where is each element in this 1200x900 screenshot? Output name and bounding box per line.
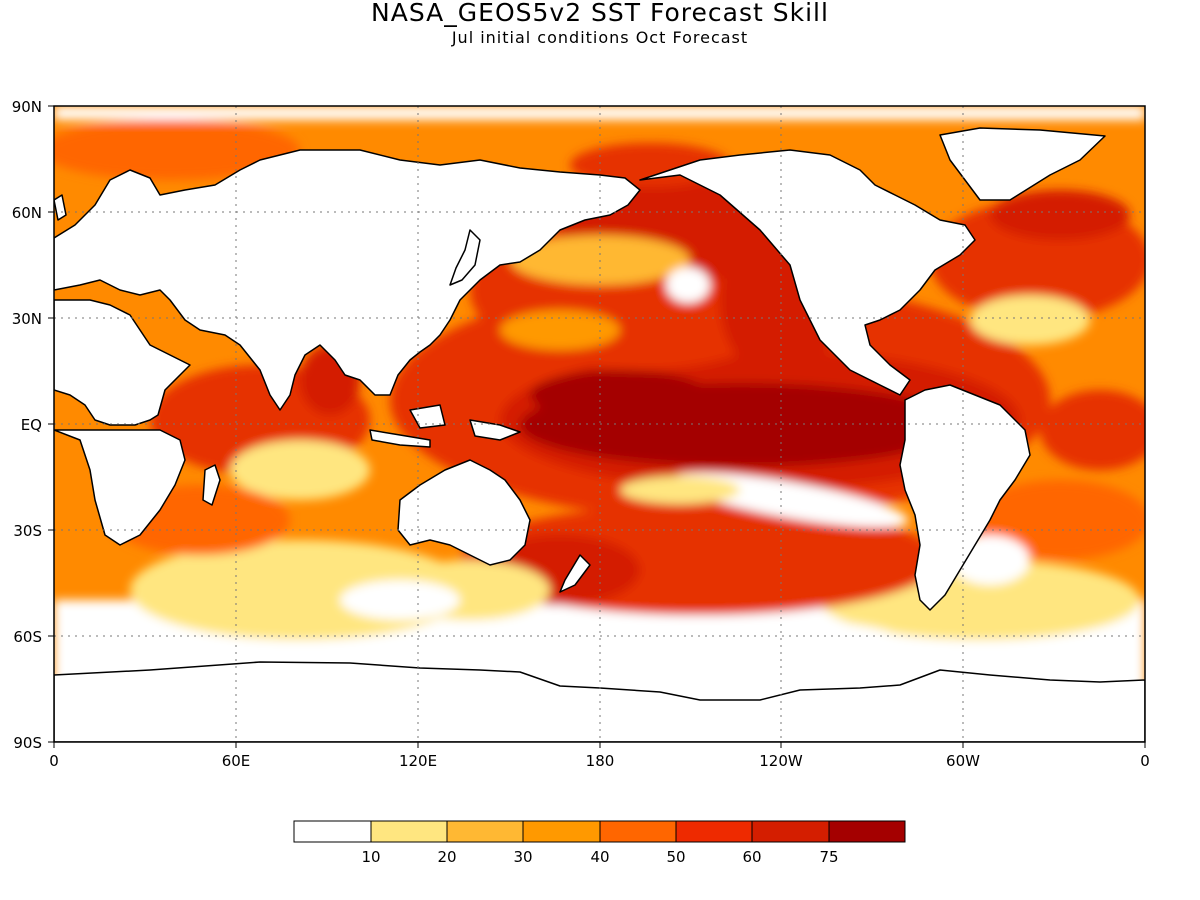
- region-patch: [530, 370, 710, 420]
- region-patch: [500, 615, 900, 665]
- legend-swatch: [293, 820, 372, 843]
- chart-subtitle: Jul initial conditions Oct Forecast: [451, 28, 749, 47]
- landmass-japan: [449, 229, 481, 286]
- landmass-south-america: [899, 384, 1031, 611]
- x-tick-label: 0: [49, 752, 59, 770]
- legend-swatch: [446, 820, 524, 843]
- x-tick-labels: 0 60E 120E 180 120W 60W 0: [49, 752, 1150, 770]
- landmass-eurasia: [54, 149, 641, 411]
- x-tick-label: 60E: [222, 752, 251, 770]
- legend-label: 10: [361, 848, 380, 866]
- x-ticks: [53, 742, 1146, 748]
- legend-swatch: [370, 820, 448, 843]
- legend-label: 60: [742, 848, 761, 866]
- legend-label: 40: [590, 848, 609, 866]
- landmass-australia: [397, 459, 531, 566]
- legend-label: 30: [513, 848, 532, 866]
- chart-title: NASA_GEOS5v2 SST Forecast Skill: [371, 0, 829, 27]
- legend-label: 75: [819, 848, 838, 866]
- y-ticks: [48, 105, 54, 743]
- x-tick-label: 60W: [946, 752, 980, 770]
- region-patch: [230, 440, 370, 500]
- y-tick-label: 30N: [12, 310, 42, 328]
- legend-label: 50: [666, 848, 685, 866]
- y-tick-label: 90N: [12, 98, 42, 116]
- color-legend: [293, 820, 906, 843]
- region-patch: [990, 190, 1130, 240]
- grid-lines: [54, 106, 1145, 742]
- region-patch: [54, 120, 300, 180]
- x-tick-label: 180: [586, 752, 615, 770]
- y-tick-label: 60N: [12, 204, 42, 222]
- legend-swatch: [828, 820, 906, 843]
- legend-swatch: [522, 820, 601, 843]
- legend-swatch: [599, 820, 677, 843]
- region-patch: [666, 267, 710, 303]
- landmass-north-america: [639, 149, 976, 396]
- y-tick-label: EQ: [21, 416, 42, 434]
- map-area: [54, 106, 1145, 742]
- landmass-british-isles: [54, 194, 67, 221]
- legend-swatch: [751, 820, 830, 843]
- region-patch: [970, 295, 1090, 345]
- x-tick-label: 120E: [399, 752, 437, 770]
- landmass-greenland: [939, 127, 1106, 201]
- y-tick-labels: 90N 60N 30N EQ 30S 60S 90S: [12, 98, 42, 752]
- legend-label: 20: [437, 848, 456, 866]
- landmass-africa: [54, 299, 191, 546]
- landmass-madagascar: [202, 464, 221, 506]
- y-tick-label: 60S: [13, 628, 42, 646]
- skill-field: [54, 106, 1145, 742]
- landmass-new-zealand: [559, 554, 591, 593]
- legend-labels: 10 20 30 40 50 60 75: [361, 848, 838, 866]
- region-patch: [1040, 390, 1145, 470]
- y-tick-label: 90S: [13, 734, 42, 752]
- x-tick-label: 120W: [759, 752, 803, 770]
- region-patch: [620, 476, 740, 504]
- legend-swatch: [675, 820, 753, 843]
- region-patch: [340, 580, 460, 620]
- y-tick-label: 30S: [13, 522, 42, 540]
- region-patch: [500, 310, 620, 350]
- x-tick-label: 0: [1140, 752, 1150, 770]
